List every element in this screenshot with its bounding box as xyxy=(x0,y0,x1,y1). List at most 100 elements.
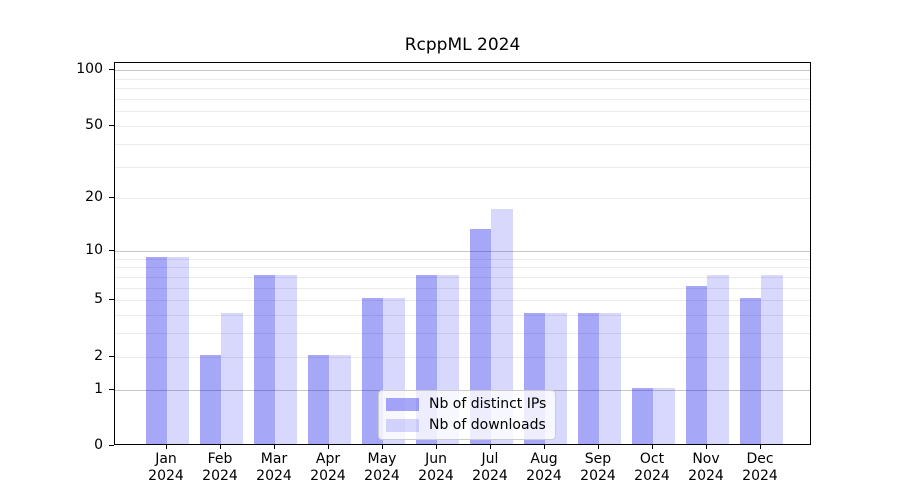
x-tick-month: Mar xyxy=(260,451,288,467)
legend-swatch-distinct-ips-icon xyxy=(386,398,419,411)
x-tick-year: 2024 xyxy=(148,468,184,484)
x-tick-month: Sep xyxy=(584,451,612,467)
y-tick-mark xyxy=(109,299,114,301)
bar-distinct-ips xyxy=(253,274,275,444)
x-tick-year: 2024 xyxy=(634,468,670,484)
x-tick-label: Sep 2024 xyxy=(558,451,638,485)
x-tick-year: 2024 xyxy=(310,468,346,484)
x-tick-mark xyxy=(759,445,761,449)
x-tick-month: Aug xyxy=(530,451,558,467)
x-tick-year: 2024 xyxy=(580,468,616,484)
major-gridline xyxy=(115,250,810,252)
bar-downloads xyxy=(653,387,675,444)
x-tick-mark xyxy=(435,445,437,449)
x-tick-mark xyxy=(651,445,653,449)
legend-label-downloads: Nb of downloads xyxy=(429,417,546,433)
bar-distinct-ips xyxy=(631,387,653,444)
y-tick-label: 1 xyxy=(94,380,103,397)
bar-downloads xyxy=(491,208,513,444)
x-tick-label: Nov 2024 xyxy=(666,451,746,485)
legend-entry-downloads: Nb of downloads xyxy=(386,417,546,434)
x-tick-mark xyxy=(705,445,707,449)
x-tick-month: Jan xyxy=(155,451,177,467)
x-tick-year: 2024 xyxy=(364,468,400,484)
minor-gridline xyxy=(115,143,810,145)
minor-gridline xyxy=(115,258,810,260)
y-tick-label: 0 xyxy=(94,437,103,453)
major-gridline xyxy=(115,70,810,72)
minor-gridline xyxy=(115,333,810,335)
x-tick-year: 2024 xyxy=(526,468,562,484)
y-tick-mark xyxy=(109,69,114,71)
minor-gridline xyxy=(115,99,810,101)
x-tick-label: Jul 2024 xyxy=(450,451,530,485)
bar-distinct-ips xyxy=(577,313,599,444)
x-tick-year: 2024 xyxy=(256,468,292,484)
legend: Nb of distinct IPs Nb of downloads xyxy=(378,390,557,440)
minor-gridline xyxy=(115,78,810,80)
bar-downloads xyxy=(707,274,729,444)
minor-gridline xyxy=(115,88,810,90)
plot-area: Nb of distinct IPs Nb of downloads xyxy=(114,62,811,445)
y-tick-mark xyxy=(109,445,114,446)
minor-gridline xyxy=(115,126,810,127)
y-tick-mark xyxy=(109,249,114,251)
y-tick-mark xyxy=(109,388,114,390)
bar-distinct-ips xyxy=(307,354,329,444)
bar-distinct-ips xyxy=(685,285,707,444)
bar-downloads xyxy=(599,313,621,444)
x-tick-year: 2024 xyxy=(472,468,508,484)
x-tick-label: Jan 2024 xyxy=(126,451,206,485)
x-tick-month: Dec xyxy=(746,451,774,467)
x-tick-label: Oct 2024 xyxy=(612,451,692,485)
x-tick-label: Jun 2024 xyxy=(396,451,476,485)
x-tick-mark xyxy=(543,445,545,449)
minor-gridline xyxy=(115,267,810,269)
x-tick-label: Dec 2024 xyxy=(720,451,800,485)
minor-gridline xyxy=(115,166,810,168)
bar-downloads xyxy=(329,354,351,444)
minor-gridline xyxy=(115,198,810,200)
bar-downloads xyxy=(167,256,189,444)
chart-title: RcppML 2024 xyxy=(404,35,521,55)
bar-distinct-ips xyxy=(199,354,221,444)
y-tick-label: 50 xyxy=(85,117,103,133)
minor-gridline xyxy=(115,300,810,302)
bar-downloads xyxy=(275,274,297,444)
minor-gridline xyxy=(115,315,810,316)
x-tick-mark xyxy=(165,445,167,449)
legend-label-distinct-ips: Nb of distinct IPs xyxy=(429,396,547,412)
x-tick-month: Apr xyxy=(315,451,341,467)
y-tick-label: 10 xyxy=(85,241,103,258)
y-tick-mark xyxy=(109,125,114,126)
x-tick-mark xyxy=(327,445,329,449)
x-tick-label: Mar 2024 xyxy=(234,451,314,485)
minor-gridline xyxy=(115,287,810,289)
minor-gridline xyxy=(115,356,810,358)
x-tick-year: 2024 xyxy=(418,468,454,484)
x-tick-mark xyxy=(489,445,491,449)
x-tick-mark xyxy=(273,445,275,449)
x-tick-year: 2024 xyxy=(688,468,724,484)
y-tick-label: 5 xyxy=(94,291,103,308)
x-tick-year: 2024 xyxy=(742,468,778,484)
x-tick-month: Oct xyxy=(639,451,665,467)
bar-downloads xyxy=(221,313,243,444)
x-tick-mark xyxy=(597,445,599,449)
bar-distinct-ips xyxy=(739,298,761,444)
x-tick-label: May 2024 xyxy=(342,451,422,485)
x-tick-year: 2024 xyxy=(202,468,238,484)
minor-gridline xyxy=(115,111,810,113)
bar-distinct-ips xyxy=(145,256,167,444)
x-tick-month: Nov xyxy=(692,451,720,467)
bar-downloads xyxy=(761,274,783,444)
legend-swatch-downloads-icon xyxy=(386,419,419,432)
x-tick-month: May xyxy=(367,451,397,467)
legend-entry-distinct-ips: Nb of distinct IPs xyxy=(386,396,546,413)
x-tick-label: Apr 2024 xyxy=(288,451,368,485)
x-tick-label: Aug 2024 xyxy=(504,451,584,485)
x-tick-month: Jul xyxy=(481,451,499,467)
x-tick-month: Jun xyxy=(425,451,447,467)
y-tick-label: 2 xyxy=(94,347,103,364)
